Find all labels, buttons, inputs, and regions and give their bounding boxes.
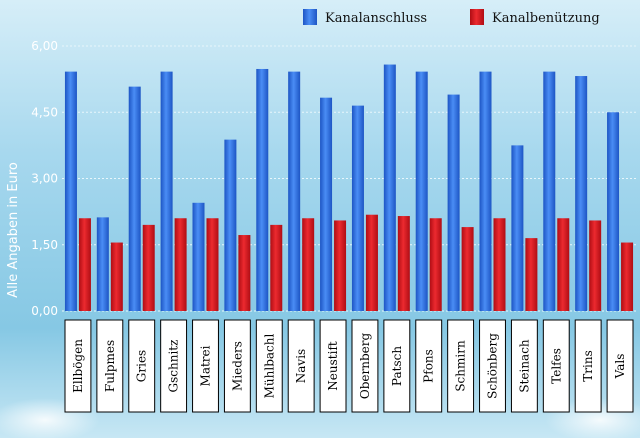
category-box: [192, 319, 219, 413]
bar-kanalbenuetzung: [525, 238, 538, 311]
bar-kanalbenuetzung: [238, 235, 251, 311]
bar-kanalanschluss: [479, 71, 492, 311]
y-tick-label: 4,50: [31, 105, 58, 119]
category-label: Ellbögen: [71, 339, 85, 393]
bar-kanalanschluss: [160, 71, 173, 311]
category-box: [542, 319, 570, 413]
legend: Kanalanschluss Kanalbenützung: [303, 9, 600, 26]
category-box: [64, 319, 92, 413]
bar-kanalbenuetzung: [589, 220, 602, 311]
category-label: Gries: [135, 350, 149, 382]
category-box: [96, 319, 124, 413]
legend-swatch: [303, 9, 317, 25]
bar-kanalbenuetzung: [334, 220, 347, 311]
category-label: Pfons: [422, 349, 436, 383]
bar-kanalbenuetzung: [397, 216, 410, 311]
y-tick-label: 6,00: [31, 39, 58, 53]
category-label: Schönberg: [486, 333, 500, 399]
y-tick-label: 1,50: [31, 238, 58, 252]
bar-kanalanschluss: [96, 217, 109, 311]
bar-kanalbenuetzung: [174, 218, 187, 311]
category-label: Telfes: [549, 348, 563, 384]
bar-kanalanschluss: [64, 71, 77, 311]
bars: [64, 64, 634, 312]
bar-kanalbenuetzung: [429, 218, 442, 311]
category-boxes: Ellbögen Fulpmes Gries Gschnitz Matrei Mieder…: [64, 319, 634, 413]
y-tick-label: 3,00: [31, 172, 58, 186]
category-box: [128, 319, 156, 413]
bar-kanalanschluss: [511, 145, 524, 311]
legend-label: Kanalanschluss: [325, 11, 427, 26]
bar-kanalanschluss: [447, 94, 460, 311]
category-box: [160, 319, 188, 413]
category-label: Trins: [581, 350, 595, 381]
bar-kanalanschluss: [288, 71, 301, 311]
bar-kanalanschluss: [320, 97, 333, 311]
bar-kanalanschluss: [351, 105, 364, 311]
category-label: Schmirn: [454, 340, 468, 392]
bar-kanalanschluss: [224, 139, 237, 311]
category-label: Patsch: [390, 346, 404, 386]
bar-kanalbenuetzung: [270, 224, 283, 311]
bar-kanalanschluss: [192, 202, 205, 311]
category-label: Obernberg: [358, 333, 372, 400]
bar-kanalanschluss: [383, 64, 396, 311]
bar-kanalbenuetzung: [142, 224, 155, 311]
category-box: [223, 319, 251, 413]
bar-kanalanschluss: [607, 112, 620, 311]
category-label: Steinach: [517, 339, 531, 393]
category-label: Neustift: [326, 341, 340, 391]
bar-kanalbenuetzung: [461, 227, 474, 311]
category-box: [287, 319, 315, 413]
category-box: [383, 319, 411, 413]
bar-kanalbenuetzung: [621, 242, 634, 311]
category-label: Mühlbachl: [262, 333, 276, 398]
bar-kanalanschluss: [575, 76, 588, 312]
category-box: [415, 319, 443, 413]
bar-kanalanschluss: [128, 86, 141, 311]
category-box: [351, 319, 379, 413]
bar-kanalbenuetzung: [206, 218, 219, 311]
bar-kanalbenuetzung: [365, 214, 378, 311]
bar-kanalbenuetzung: [557, 218, 570, 311]
bar-kanalbenuetzung: [302, 218, 315, 311]
legend-swatch: [470, 9, 484, 25]
bar-kanalbenuetzung: [110, 242, 123, 311]
bar-kanalbenuetzung: [78, 218, 91, 311]
category-label: Navis: [294, 349, 308, 383]
bar-kanalanschluss: [543, 71, 556, 311]
bar-kanalanschluss: [256, 68, 269, 311]
legend-label: Kanalbenützung: [492, 11, 600, 26]
category-label: Fulpmes: [103, 340, 117, 392]
category-label: Gschnitz: [167, 340, 181, 393]
category-label: Mieders: [230, 341, 244, 391]
y-tick-label: 0,00: [31, 304, 58, 318]
category-label: Vals: [613, 354, 627, 380]
bar-kanalanschluss: [415, 71, 428, 311]
y-axis-label: Alle Angaben in Euro: [6, 162, 21, 298]
category-box: [510, 319, 538, 413]
bar-kanalbenuetzung: [493, 218, 506, 311]
category-box: [479, 319, 506, 413]
category-box: [319, 319, 347, 413]
category-box: [255, 319, 283, 413]
category-box: [447, 319, 475, 413]
category-box: [574, 319, 602, 413]
y-tick-labels: 0,00 1,50 3,00 4,50 6,00: [31, 39, 58, 318]
category-label: Matrei: [199, 345, 213, 386]
category-box: [606, 319, 634, 413]
